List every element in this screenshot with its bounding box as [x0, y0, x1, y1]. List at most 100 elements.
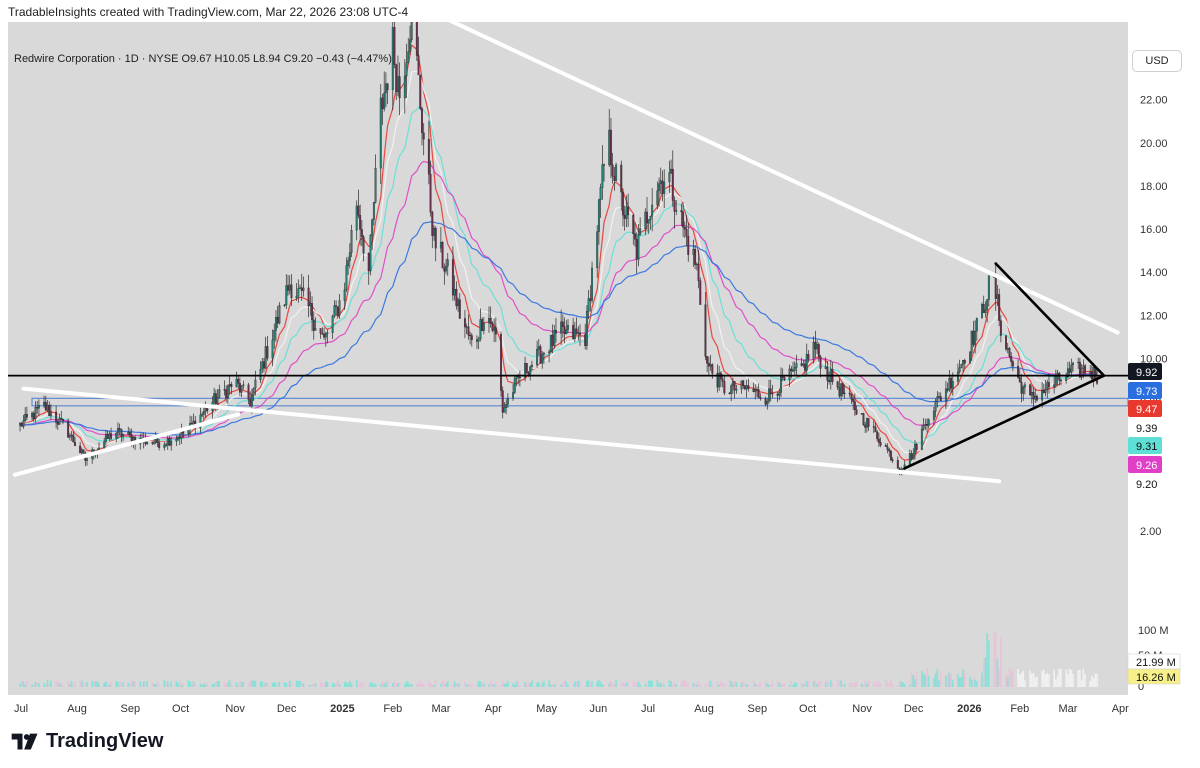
volume-bar: [550, 684, 552, 687]
candle-body: [974, 331, 977, 345]
volume-bar: [567, 684, 569, 687]
volume-bar: [512, 683, 514, 687]
volume-bar: [864, 680, 866, 687]
volume-bar: [118, 681, 121, 687]
candle-body: [939, 396, 942, 402]
volume-bar: [926, 667, 928, 687]
volume-bar: [1053, 669, 1055, 687]
candle-body: [1041, 390, 1044, 401]
volume-bar: [783, 683, 786, 687]
volume-bar: [998, 668, 1000, 687]
volume-bar: [1029, 670, 1031, 687]
candle-body: [120, 429, 123, 437]
volume-bar: [622, 682, 624, 687]
currency-button[interactable]: USD: [1132, 50, 1182, 72]
price-chart[interactable]: 2.004.006.008.0010.0012.0014.0016.0018.0…: [0, 22, 1200, 722]
candle-body: [1008, 348, 1011, 357]
candle-body: [273, 330, 276, 341]
candles: [19, 22, 1099, 476]
volume-bar: [976, 680, 978, 687]
volume-bar: [898, 681, 901, 687]
volume-bar: [733, 681, 736, 687]
candle-body: [321, 333, 324, 335]
candle-body: [127, 432, 130, 435]
candle-body: [24, 414, 27, 421]
candle-body: [118, 428, 121, 430]
candle-body: [228, 384, 231, 387]
y-tick-label: 14.00: [1140, 267, 1168, 279]
volume-bar: [646, 684, 648, 687]
volume-bar: [828, 682, 830, 687]
candle-body: [816, 344, 819, 350]
candle-body: [218, 389, 221, 398]
volume-bar: [599, 681, 602, 687]
volume-bar: [670, 681, 672, 687]
volume-bar: [613, 684, 616, 687]
candle-body: [697, 263, 700, 281]
candle-body: [706, 356, 709, 364]
candle-body: [513, 378, 516, 393]
volume-bar: [350, 683, 353, 687]
volume-bar: [854, 682, 856, 687]
candle-body: [853, 401, 856, 410]
candle-body: [912, 453, 915, 460]
x-tick-label: Nov: [852, 703, 872, 715]
candle-body: [43, 402, 46, 406]
volume-bar: [391, 683, 394, 687]
volume-bar: [1000, 636, 1002, 687]
volume-bar: [501, 680, 504, 687]
volume-bar: [385, 682, 387, 687]
candle-body: [503, 407, 506, 413]
candle-body: [886, 446, 889, 450]
candle-body: [46, 404, 49, 411]
candle-body: [864, 424, 867, 428]
volume-bar: [26, 680, 28, 687]
candle-body: [1054, 376, 1057, 385]
candle-body: [312, 319, 315, 331]
volume-bar: [431, 684, 434, 687]
volume-bar: [663, 684, 665, 687]
candle-body: [740, 380, 743, 390]
volume-bar: [830, 680, 832, 687]
candle-body: [307, 287, 310, 307]
volume-bar: [230, 683, 233, 687]
candle-body: [1084, 365, 1087, 374]
candle-body: [309, 303, 312, 307]
candle-body: [934, 400, 937, 412]
volume-bar: [96, 681, 99, 687]
volume-bar: [259, 681, 262, 687]
candle-body: [455, 288, 458, 307]
candle-body: [1022, 387, 1025, 394]
volume-bar: [623, 683, 626, 687]
tradingview-logo[interactable]: TradingView: [10, 730, 163, 753]
volume-bar: [343, 681, 346, 687]
candle-body: [374, 168, 377, 203]
volume-bar: [62, 684, 64, 687]
volume-bar: [488, 684, 490, 687]
candle-body: [910, 453, 913, 460]
candle-body: [769, 388, 772, 394]
candle-body: [805, 354, 808, 371]
candle-body: [950, 377, 953, 389]
candle-body: [68, 435, 71, 438]
candle-body: [659, 180, 662, 184]
volume-bar: [994, 631, 997, 687]
candle-body: [199, 414, 202, 429]
candle-body: [683, 226, 686, 230]
volume-bar: [421, 683, 423, 687]
volume-bar: [768, 684, 770, 687]
volume-bar: [242, 681, 245, 687]
chart-area[interactable]: 2.004.006.008.0010.0012.0014.0016.0018.0…: [0, 22, 1200, 722]
volume-bar: [333, 683, 336, 687]
volume-bar: [489, 680, 492, 687]
candle-body: [481, 319, 484, 331]
chart-caption: TradableInsights created with TradingVie…: [8, 5, 409, 19]
volume-bar: [72, 684, 75, 687]
volume-bar: [866, 683, 868, 687]
candle-body: [601, 164, 604, 188]
volume-last-label-box: [1127, 668, 1181, 685]
candle-body: [742, 380, 745, 386]
price-label-box: [1128, 419, 1162, 436]
candle-body: [465, 326, 468, 328]
candle-body: [383, 92, 386, 110]
